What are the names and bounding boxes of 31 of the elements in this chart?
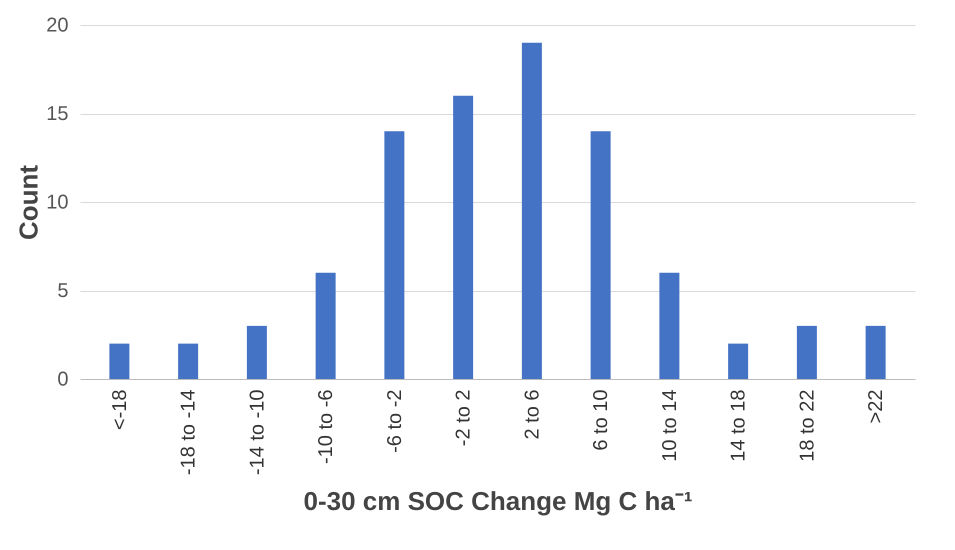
bar (866, 326, 886, 379)
bar (728, 344, 748, 379)
x-tick-label: -14 to -10 (246, 390, 268, 476)
x-tick-label: 18 to 22 (796, 390, 818, 462)
bar (796, 326, 817, 379)
y-tick-label: 15 (46, 103, 68, 125)
bar (590, 131, 611, 379)
x-tick-label: 10 to 14 (658, 390, 681, 462)
x-tick-label: -10 to -6 (315, 390, 338, 464)
x-tick-label: -18 to -14 (178, 390, 200, 476)
y-axis-title: Count (13, 164, 44, 240)
x-tick-label: 2 to 6 (521, 390, 544, 440)
bar (453, 96, 474, 379)
x-tick-label: >22 (865, 390, 888, 424)
bar (659, 272, 680, 379)
bar (178, 344, 198, 379)
y-tick-label: 10 (46, 192, 68, 214)
y-tick-label: 5 (57, 280, 68, 302)
y-tick-label: 20 (46, 14, 68, 36)
x-tick-label: <-18 (108, 390, 131, 430)
x-tick-label: 14 to 18 (728, 390, 750, 462)
y-tick-label: 0 (57, 368, 68, 390)
x-axis-title: 0-30 cm SOC Change Mg C ha⁻¹ (304, 486, 692, 516)
bar (246, 326, 267, 379)
x-tick-label: -6 to -2 (384, 390, 406, 453)
x-tick-label: 6 to 10 (590, 390, 612, 451)
bar (316, 272, 336, 379)
bar (109, 344, 130, 379)
bar (384, 131, 404, 379)
bar (522, 42, 542, 379)
x-tick-label: -2 to 2 (452, 390, 475, 446)
